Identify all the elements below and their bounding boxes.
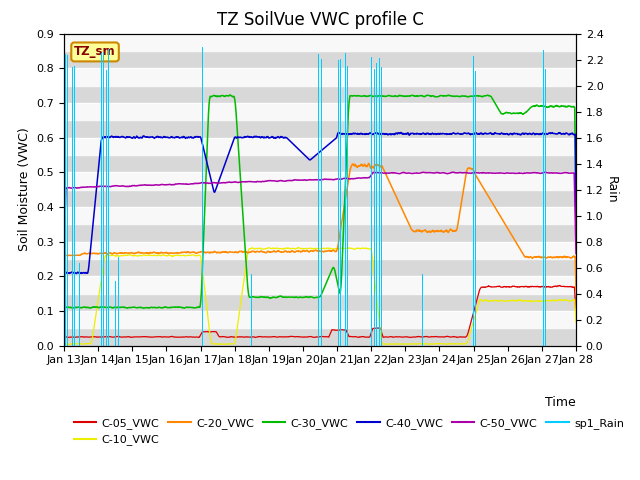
Bar bbox=[64, 172, 576, 190]
Bar bbox=[64, 68, 576, 85]
Bar bbox=[64, 138, 576, 155]
Y-axis label: Rain: Rain bbox=[605, 176, 618, 204]
Bar bbox=[64, 103, 576, 120]
Text: TZ_sm: TZ_sm bbox=[74, 46, 116, 59]
Bar bbox=[64, 34, 576, 51]
Title: TZ SoilVue VWC profile C: TZ SoilVue VWC profile C bbox=[216, 11, 424, 29]
Bar bbox=[64, 276, 576, 294]
Bar bbox=[64, 311, 576, 328]
Legend: C-05_VWC, C-10_VWC, C-20_VWC, C-30_VWC, C-40_VWC, C-50_VWC, sp1_Rain: C-05_VWC, C-10_VWC, C-20_VWC, C-30_VWC, … bbox=[70, 414, 628, 450]
Text: Time: Time bbox=[545, 396, 576, 409]
Y-axis label: Soil Moisture (VWC): Soil Moisture (VWC) bbox=[18, 128, 31, 252]
Bar bbox=[64, 207, 576, 224]
Bar bbox=[64, 241, 576, 259]
